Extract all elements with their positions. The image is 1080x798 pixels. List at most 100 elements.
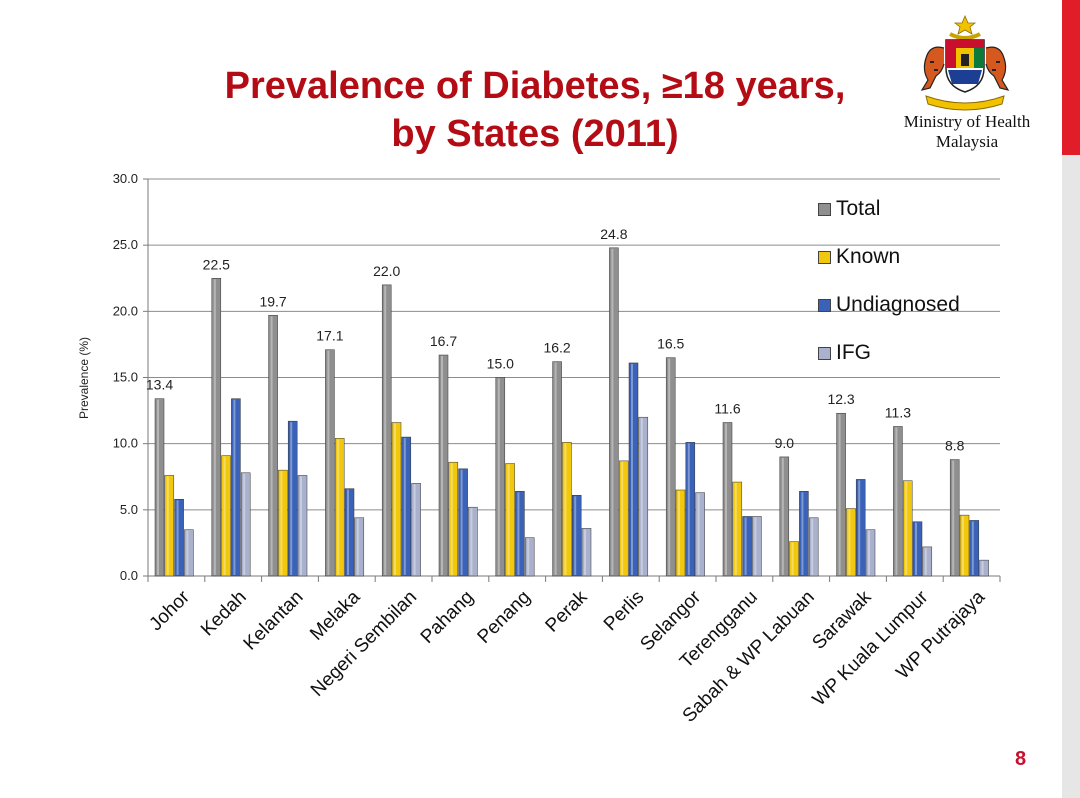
bar-highlight (915, 522, 917, 575)
legend-label: Known (836, 245, 901, 268)
y-tick-label: 5.0 (120, 502, 138, 517)
bar-highlight (678, 490, 680, 575)
bar-ifg (808, 517, 819, 577)
bar-highlight (176, 500, 179, 575)
data-label-total: 16.7 (430, 333, 457, 349)
bar-highlight (574, 496, 577, 575)
bar-known (618, 460, 629, 577)
bar-highlight (962, 516, 964, 575)
slide-title-line1: Prevalence of Diabetes, ≥18 years, (224, 65, 846, 107)
legend-label: Undiagnosed (836, 293, 960, 316)
bar-highlight (924, 547, 927, 575)
bar-ifg (638, 416, 649, 577)
bar-highlight (403, 438, 406, 575)
coat-of-arms-icon (920, 14, 1010, 111)
bar-highlight (838, 414, 841, 575)
bar-highlight (527, 538, 530, 575)
right-edge-accent (1062, 0, 1080, 155)
bar-highlight (981, 561, 984, 575)
bar-highlight (734, 483, 737, 575)
bar-highlight (290, 422, 293, 575)
bar-total (154, 398, 165, 577)
bar-undiagnosed (174, 498, 184, 577)
right-edge-band (1062, 0, 1080, 798)
bar-known (164, 475, 175, 577)
ministry-country: Malaysia (935, 132, 999, 151)
bar-undiagnosed (571, 495, 582, 577)
bar-highlight (905, 481, 908, 575)
bar-undiagnosed (685, 442, 696, 577)
bar-highlight (811, 518, 814, 575)
bar-highlight (337, 439, 340, 575)
bar-known (902, 480, 913, 577)
bar-known (221, 455, 231, 577)
bar-total (949, 459, 960, 577)
bar-ifg (411, 483, 421, 577)
bar-highlight (564, 443, 567, 575)
bar-undiagnosed (855, 479, 866, 577)
legend-swatch (818, 202, 831, 216)
bar-highlight (744, 517, 747, 575)
bar-highlight (300, 476, 302, 575)
bar-highlight (584, 529, 586, 575)
legend-item-undiagnosed: Undiagnosed (818, 293, 960, 317)
slide-title: Prevalence of Diabetes, ≥18 years, by St… (150, 62, 920, 158)
bar-highlight (450, 463, 453, 575)
bar-highlight (460, 469, 463, 575)
legend-label: IFG (836, 341, 871, 364)
bar-undiagnosed (799, 491, 809, 577)
legend-item-known: Known (818, 245, 900, 269)
bar-undiagnosed (344, 488, 355, 577)
bar-known (505, 463, 515, 577)
bar-undiagnosed (515, 491, 525, 577)
bar-highlight (868, 530, 870, 575)
y-tick-label: 0.0 (120, 568, 138, 583)
x-category-label: Pahang (417, 587, 478, 648)
bar-highlight (347, 489, 349, 575)
y-tick-label: 10.0 (113, 436, 138, 451)
data-label-total: 16.5 (657, 336, 684, 352)
bar-highlight (394, 423, 396, 575)
bar-total (381, 284, 392, 577)
x-category-label: Negeri Sembilan (307, 587, 421, 701)
bar-total (609, 247, 619, 577)
bar-ifg (695, 492, 705, 577)
bar-known (675, 489, 686, 577)
bar-highlight (497, 378, 500, 575)
y-tick-label: 15.0 (113, 370, 138, 385)
bar-ifg (240, 472, 251, 577)
bar-ifg (297, 475, 308, 577)
bar-undiagnosed (458, 468, 468, 577)
data-label-total: 9.0 (775, 435, 795, 451)
data-label-total: 8.8 (945, 438, 965, 454)
y-axis-title: Prevalence (%) (77, 337, 91, 419)
x-category-label: Kedah (197, 587, 251, 641)
page-number: 8 (1015, 748, 1027, 770)
y-tick-label: 20.0 (113, 303, 138, 318)
bar-undiagnosed (742, 516, 752, 577)
bar-highlight (848, 509, 851, 575)
data-label-total: 12.3 (827, 391, 854, 407)
bar-known (278, 469, 288, 577)
bar-highlight (223, 456, 226, 575)
bar-highlight (470, 508, 473, 575)
bar-ifg (468, 506, 478, 577)
bar-undiagnosed (287, 420, 298, 577)
bar-highlight (413, 484, 416, 575)
slide-title-line2: by States (2011) (391, 113, 679, 155)
bar-highlight (952, 460, 955, 575)
bar-known (448, 461, 459, 577)
bar-total (325, 349, 335, 577)
bar-highlight (441, 356, 443, 575)
x-category-label: Johor (145, 586, 194, 635)
bar-known (732, 481, 743, 577)
data-label-total: 22.5 (203, 256, 230, 272)
legend-swatch (818, 346, 831, 360)
bar-highlight (725, 423, 727, 575)
bar-undiagnosed (231, 398, 241, 577)
bar-highlight (697, 493, 700, 575)
legend-swatch (818, 250, 831, 264)
bar-ifg (581, 528, 592, 577)
bar-highlight (157, 399, 159, 575)
bar-highlight (280, 471, 283, 575)
